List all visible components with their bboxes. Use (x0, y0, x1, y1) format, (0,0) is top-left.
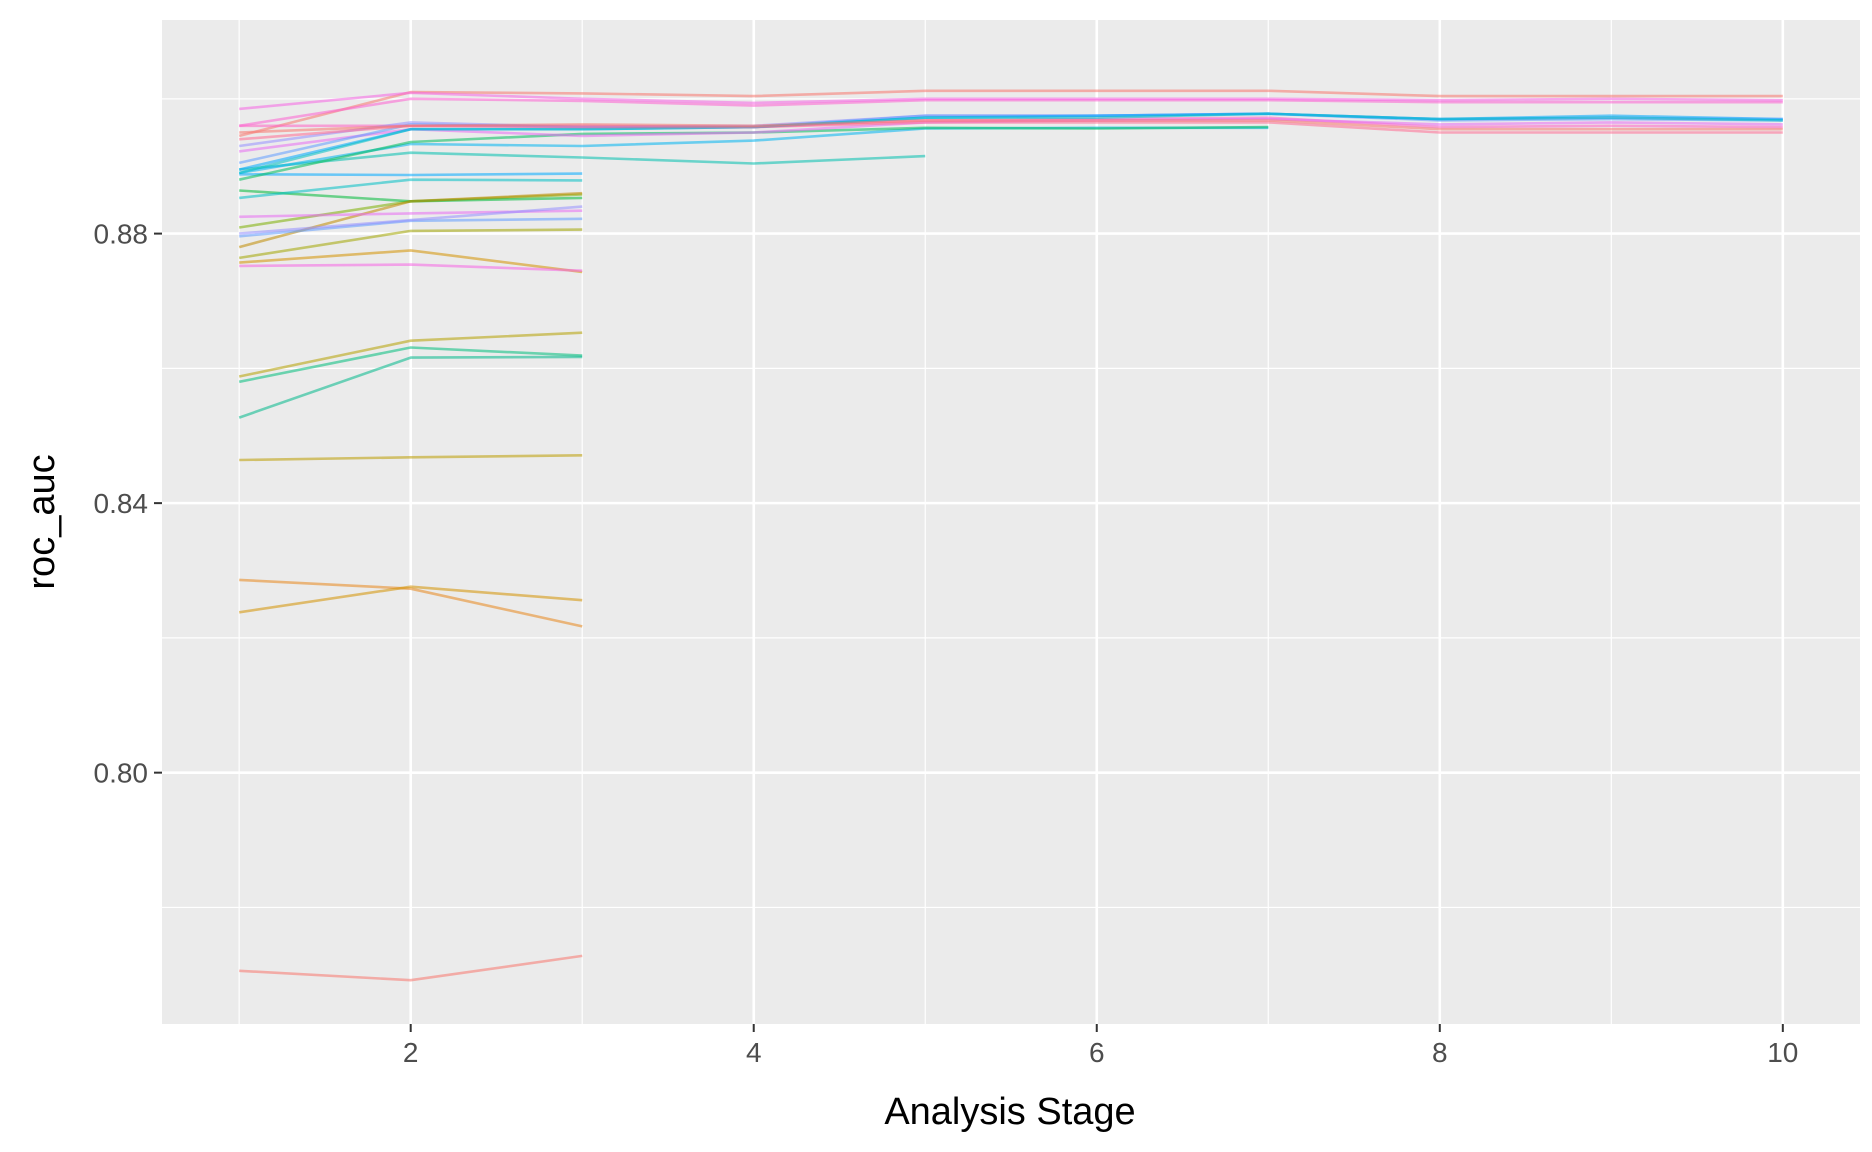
x-axis-ticks: 2 4 6 8 10 (403, 1024, 1798, 1068)
series-line-10 (238, 228, 583, 260)
x-tick-label: 10 (1767, 1037, 1798, 1068)
x-tick-label: 2 (403, 1037, 419, 1068)
series-line-17 (239, 178, 583, 200)
series-line-18 (239, 205, 583, 235)
series-line-4 (239, 454, 583, 462)
series-line-30 (238, 112, 1783, 175)
plot-panel (162, 20, 1860, 1024)
series-line-3 (239, 585, 583, 614)
series-line-32 (239, 119, 1783, 134)
x-axis-title: Analysis Stage (884, 1091, 1135, 1133)
series-line-8 (239, 249, 583, 274)
x-tick-label: 6 (1089, 1037, 1105, 1068)
grid-lines (162, 20, 1860, 1024)
series-line-25 (239, 91, 1783, 111)
series-line-24 (238, 97, 1783, 128)
y-axis-ticks: 0.80 0.84 0.88 (94, 219, 162, 789)
y-tick-label: 0.84 (94, 488, 149, 519)
x-tick-label: 8 (1432, 1037, 1448, 1068)
y-axis-title: roc_auc (21, 454, 63, 589)
series-line-2 (239, 578, 583, 628)
series-line-6 (238, 346, 583, 384)
series-line-1 (239, 954, 583, 982)
series-line-9 (239, 263, 583, 272)
series-line-19 (239, 151, 926, 171)
y-tick-label: 0.88 (94, 219, 149, 250)
series-lines (238, 89, 1783, 982)
y-tick-label: 0.80 (94, 758, 149, 789)
series-line-16 (239, 172, 583, 177)
series-line-31 (239, 121, 1783, 141)
series-line-22 (238, 89, 1783, 138)
x-tick-label: 4 (746, 1037, 762, 1068)
series-line-5 (238, 331, 583, 378)
series-line-7 (238, 355, 583, 419)
